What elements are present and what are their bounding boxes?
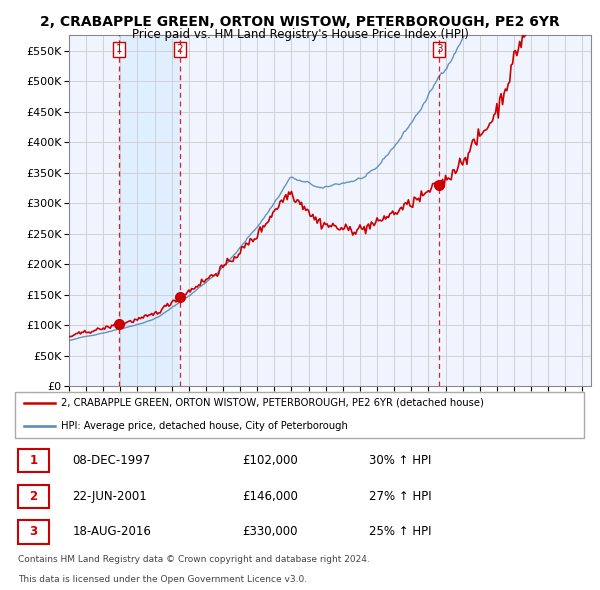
- Text: 2, CRABAPPLE GREEN, ORTON WISTOW, PETERBOROUGH, PE2 6YR: 2, CRABAPPLE GREEN, ORTON WISTOW, PETERB…: [40, 15, 560, 30]
- Text: Price paid vs. HM Land Registry's House Price Index (HPI): Price paid vs. HM Land Registry's House …: [131, 28, 469, 41]
- FancyBboxPatch shape: [18, 520, 49, 543]
- Text: £102,000: £102,000: [242, 454, 298, 467]
- Text: 1: 1: [116, 44, 122, 54]
- Text: 30% ↑ HPI: 30% ↑ HPI: [369, 454, 431, 467]
- Bar: [119, 35, 180, 386]
- Text: HPI: Average price, detached house, City of Peterborough: HPI: Average price, detached house, City…: [61, 421, 348, 431]
- Text: £146,000: £146,000: [242, 490, 298, 503]
- Text: 3: 3: [29, 526, 38, 539]
- Text: 2, CRABAPPLE GREEN, ORTON WISTOW, PETERBOROUGH, PE2 6YR (detached house): 2, CRABAPPLE GREEN, ORTON WISTOW, PETERB…: [61, 398, 484, 408]
- Text: 2: 2: [29, 490, 38, 503]
- Text: Contains HM Land Registry data © Crown copyright and database right 2024.: Contains HM Land Registry data © Crown c…: [18, 555, 370, 565]
- Text: 18-AUG-2016: 18-AUG-2016: [73, 526, 151, 539]
- FancyBboxPatch shape: [18, 484, 49, 508]
- FancyBboxPatch shape: [18, 449, 49, 472]
- Text: 1: 1: [29, 454, 38, 467]
- Text: 25% ↑ HPI: 25% ↑ HPI: [369, 526, 431, 539]
- Text: 27% ↑ HPI: 27% ↑ HPI: [369, 490, 432, 503]
- Text: 08-DEC-1997: 08-DEC-1997: [73, 454, 151, 467]
- Text: £330,000: £330,000: [242, 526, 298, 539]
- Text: 3: 3: [436, 44, 443, 54]
- Text: This data is licensed under the Open Government Licence v3.0.: This data is licensed under the Open Gov…: [18, 575, 307, 585]
- Text: 22-JUN-2001: 22-JUN-2001: [73, 490, 147, 503]
- Text: 2: 2: [176, 44, 183, 54]
- FancyBboxPatch shape: [15, 392, 584, 438]
